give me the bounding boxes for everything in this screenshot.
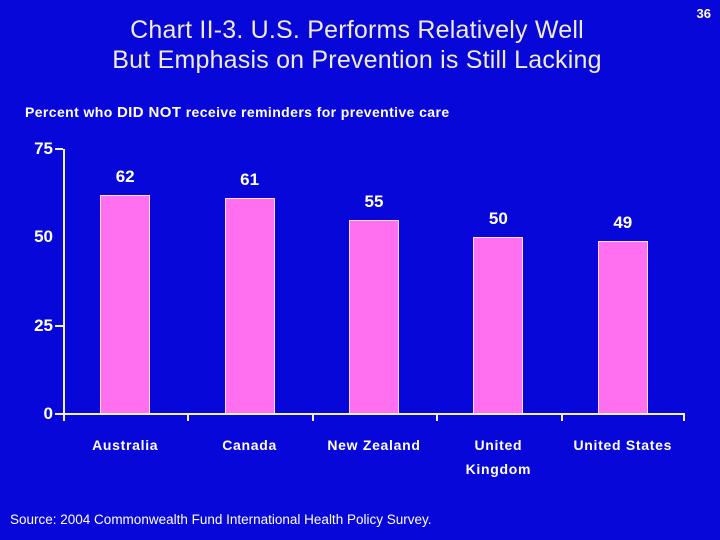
x-axis-label: New Zealand [327,437,421,453]
bar-united-states [597,240,648,414]
bar-value-label: 55 [364,191,384,211]
bar-value-label: 50 [488,209,508,229]
bar-united-kingdom [473,237,524,414]
x-axis-label: United States [573,437,673,453]
x-tick-mark [63,414,65,421]
bar-new-zealand [349,219,399,414]
y-tick-mark [55,148,63,150]
x-axis-line [63,413,685,415]
heading-prefix: Percent who [25,104,117,120]
slide-number: 36 [696,6,711,21]
y-axis-line [63,149,65,414]
heading-emphasis: DID NOT [116,104,182,121]
x-axis-label: United Kingdom [465,437,532,477]
y-tick-mark [55,324,63,327]
plot-area: 75 50 25 0 62 Australia 61 Canada 55 New Zealand 5… [34,139,685,477]
bar-australia [100,194,151,414]
y-tick-label: 75 [34,139,53,158]
chart-heading: Percent who DID NOT receive reminders fo… [25,104,450,121]
slide-title: Chart II-3. U.S. Performs Relatively Wel… [0,15,714,75]
bar-value-label: 62 [115,166,135,186]
heading-suffix: receive reminders for preventive care [181,104,450,120]
y-tick-label: 25 [34,315,53,335]
y-tick-label: 50 [34,227,53,247]
x-axis-label: Canada [222,437,277,453]
title-line-1: Chart II-3. U.S. Performs Relatively Wel… [130,16,584,44]
source-note: Source: 2004 Commonwealth Fund Internati… [10,512,432,527]
x-tick-mark [560,414,563,421]
x-tick-mark [683,414,685,421]
bar-value-label: 49 [613,212,633,232]
x-tick-mark [187,414,190,421]
x-tick-mark [311,414,314,421]
x-tick-mark [436,414,439,421]
bar-value-label: 61 [240,170,260,190]
x-axis-label: Australia [92,437,159,453]
title-line-2: But Emphasis on Prevention is Still Lack… [112,46,602,74]
y-tick-label: 0 [43,404,53,423]
bar-canada [224,198,275,414]
y-tick-mark [55,413,63,415]
